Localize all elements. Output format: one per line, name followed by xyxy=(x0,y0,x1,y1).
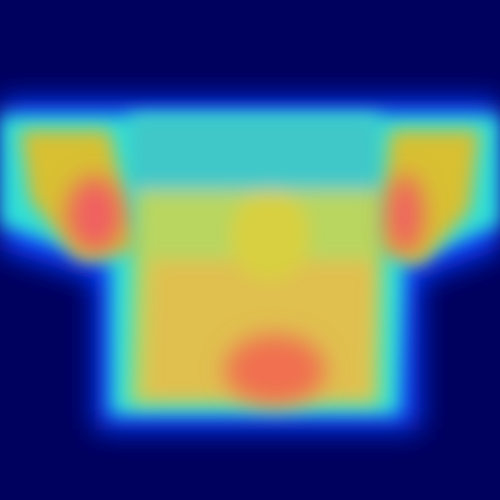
hot-spots xyxy=(67,175,423,405)
